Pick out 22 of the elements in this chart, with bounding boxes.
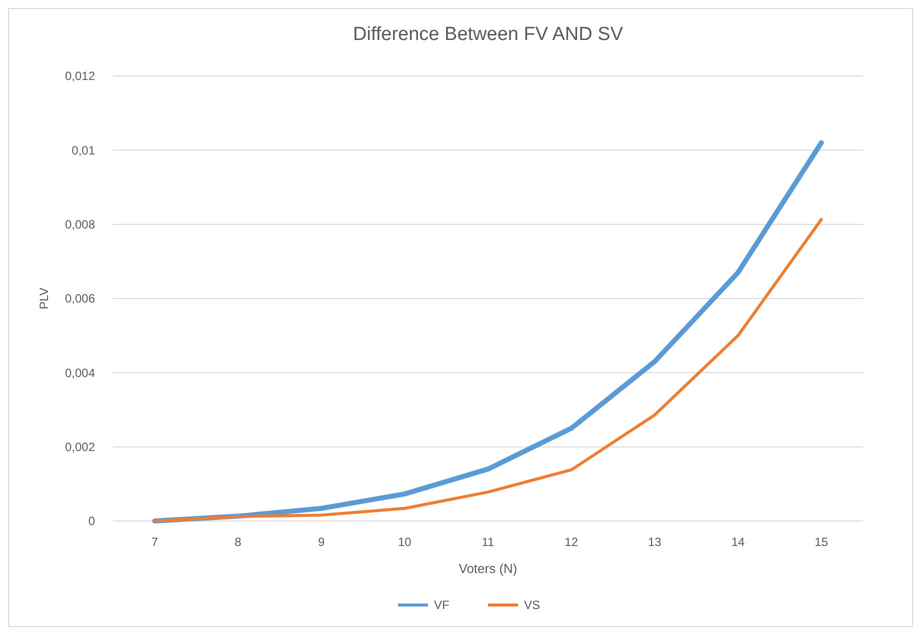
x-tick-label: 14 <box>731 535 745 549</box>
x-tick-label: 12 <box>564 535 578 549</box>
x-tick-label: 11 <box>482 535 495 549</box>
x-tick-label: 10 <box>398 535 412 549</box>
x-tick-label: 15 <box>814 535 828 549</box>
y-tick-label: 0,002 <box>64 440 96 454</box>
legend-label: VF <box>434 598 450 612</box>
line-series <box>153 218 823 522</box>
y-tick-label: 0,006 <box>64 292 96 306</box>
y-axis-title: PLV <box>37 288 51 310</box>
y-tick-label: 0,004 <box>64 366 96 380</box>
x-tick-label: 8 <box>234 535 242 549</box>
y-tick-label: 0 <box>88 514 96 528</box>
x-tick-label: 13 <box>648 535 662 549</box>
y-tick-label: 0,012 <box>64 69 96 84</box>
chart-title: Difference Between FV AND SV <box>353 24 624 45</box>
legend-label: VS <box>524 598 540 612</box>
y-tick-label: 0,008 <box>64 218 96 232</box>
x-axis-title: Voters (N) <box>458 561 518 576</box>
x-tick-label: 7 <box>151 535 158 549</box>
x-tick-label: 9 <box>318 535 325 549</box>
y-tick-label: 0,01 <box>72 143 96 158</box>
